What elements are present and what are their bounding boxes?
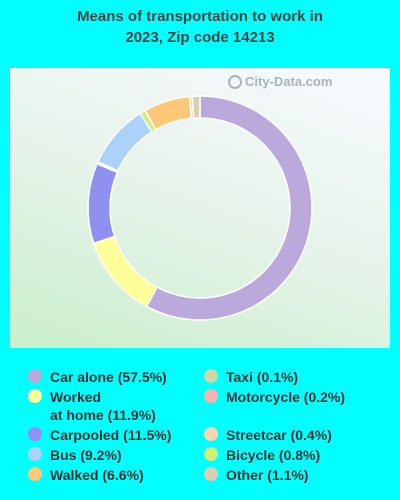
watermark: City-Data.com [228,74,332,89]
donut-slice-worked-at-home [92,235,159,308]
magnifier-icon [228,74,242,89]
donut-slice-car-alone [145,95,313,321]
legend-label: Bicycle (0.8%) [226,447,321,463]
legend-label: Taxi (0.1%) [226,369,299,385]
chart-title-line-1: Means of transportation to work in [77,8,323,25]
legend-swatch [204,427,218,441]
legend-label: Worked at home (11.9%) [50,389,156,423]
donut-slice-bus [96,112,153,172]
legend-label: Motorcycle (0.2%) [226,389,346,405]
legend-swatch [28,389,42,403]
legend-label: Other (1.1%) [226,467,309,483]
watermark-text: City-Data.com [245,74,333,89]
chart-title: Means of transportation to work in 2023,… [0,6,400,48]
legend-label: Streetcar (0.4%) [226,427,332,443]
legend-label: Carpooled (11.5%) [50,427,172,443]
legend-swatch [28,369,42,383]
legend-swatch [204,447,218,461]
legend-swatch [204,467,218,481]
legend-label: Bus (9.2%) [50,447,122,463]
donut-slice-carpooled [87,162,119,245]
legend-swatch [204,369,218,383]
donut-chart [87,95,313,321]
legend-swatch [28,427,42,441]
legend-label: Walked (6.6%) [50,467,144,483]
legend-swatch [28,467,42,481]
donut-slice-other [191,95,201,120]
legend-swatch [204,389,218,403]
legend-swatch [28,447,42,461]
chart-title-line-2: 2023, Zip code 14213 [125,29,275,46]
legend-label: Car alone (57.5%) [50,369,167,385]
